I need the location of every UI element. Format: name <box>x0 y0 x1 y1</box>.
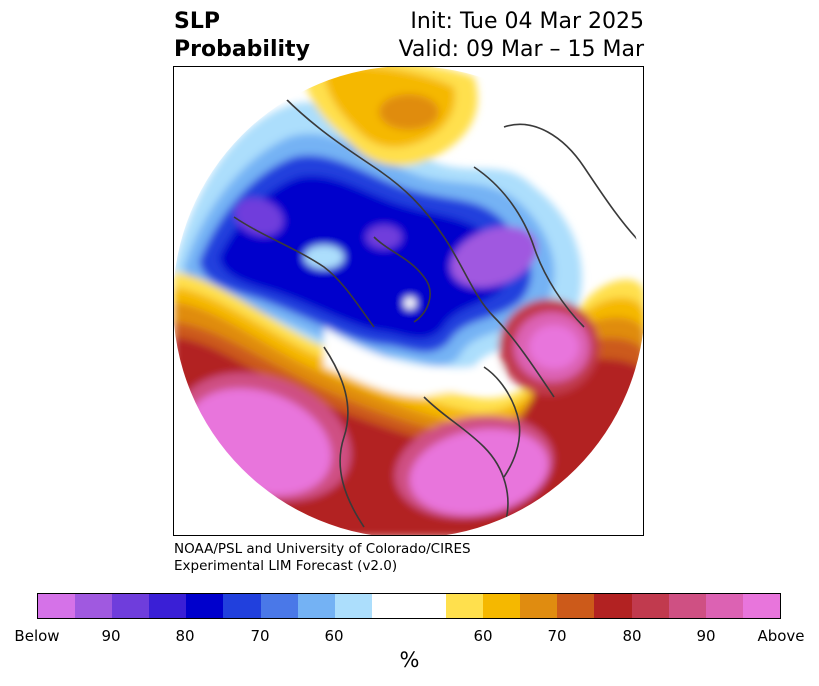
colorbar-tick-label: 70 <box>250 627 270 645</box>
near-normal-band <box>324 327 504 397</box>
title-left: SLP Probability <box>174 8 310 64</box>
colorbar-segment <box>297 594 335 618</box>
polar-map <box>174 67 643 535</box>
map-panel <box>173 66 644 536</box>
title-variable: SLP <box>174 9 220 34</box>
colorbar-tick-label: 80 <box>175 627 195 645</box>
colorbar-segment <box>223 594 261 618</box>
colorbar-segment <box>112 594 150 618</box>
colorbar-segment <box>668 594 706 618</box>
coastline <box>473 166 585 328</box>
coastline <box>323 346 365 528</box>
colorbar-segment <box>38 594 76 618</box>
init-date: Init: Tue 04 Mar 2025 <box>410 9 644 34</box>
coastline <box>373 236 431 323</box>
coastlines <box>233 96 643 528</box>
colorbar-segment <box>483 594 521 618</box>
coastline <box>483 366 521 478</box>
credit-line2: Experimental LIM Forecast (v2.0) <box>174 558 398 574</box>
colorbar-segment <box>557 594 595 618</box>
colorbar-segment <box>260 594 298 618</box>
below-max-area <box>450 226 538 288</box>
coastline <box>423 396 509 528</box>
below-80-area <box>366 225 402 249</box>
probability-field <box>174 67 643 535</box>
colorbar-segment <box>149 594 187 618</box>
colorbar-segment <box>75 594 113 618</box>
colorbar-tick-label: 60 <box>324 627 344 645</box>
colorbar-segment <box>594 594 632 618</box>
colorbar-segment <box>408 594 447 618</box>
colorbar-segment <box>631 594 669 618</box>
colorbar <box>37 593 781 619</box>
colorbar-tick-label: 60 <box>473 627 493 645</box>
below-strong-area <box>219 175 508 339</box>
colorbar-segment <box>186 594 224 618</box>
below-light-edge <box>604 67 643 137</box>
title-right: Init: Tue 04 Mar 2025 Valid: 09 Mar – 15… <box>399 8 644 64</box>
credit: NOAA/PSL and University of Colorado/CIRE… <box>174 541 471 575</box>
colorbar-tick-label: Above <box>757 627 805 645</box>
colorbar-segment <box>742 594 780 618</box>
valid-range: Valid: 09 Mar – 15 Mar <box>398 37 644 62</box>
above-mid-eurasia <box>379 94 439 130</box>
colorbar-ticks: Below 90 80 70 60 60 70 80 90 Above <box>0 627 819 647</box>
colorbar-segment <box>520 594 558 618</box>
colorbar-segment <box>371 594 409 618</box>
below-80-area <box>234 198 284 236</box>
colorbar-segment <box>705 594 743 618</box>
above-max-namerica <box>409 428 549 516</box>
title-type: Probability <box>174 37 310 62</box>
colorbar-segment <box>446 594 484 618</box>
pole-marker <box>404 297 416 309</box>
colorbar-tick-label: 80 <box>622 627 642 645</box>
colorbar-tick-label: 90 <box>101 627 121 645</box>
credit-line1: NOAA/PSL and University of Colorado/CIRE… <box>174 541 471 557</box>
above-max-atlantic <box>529 325 579 369</box>
colorbar-segment <box>334 594 372 618</box>
colorbar-unit: % <box>399 648 420 672</box>
colorbar-tick-label: Below <box>14 627 60 645</box>
colorbar-tick-label: 90 <box>696 627 716 645</box>
colorbar-tick-label: 70 <box>547 627 567 645</box>
coastline <box>233 216 375 328</box>
coastline <box>503 123 643 248</box>
below-faint-pocket <box>304 245 344 269</box>
coastline <box>283 96 555 398</box>
